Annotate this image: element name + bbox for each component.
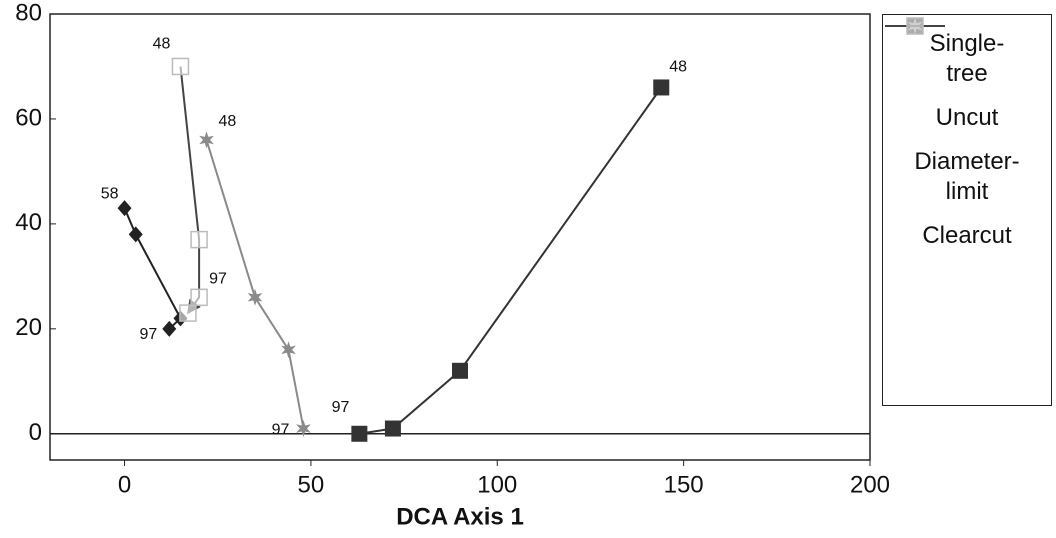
series-line <box>179 66 201 315</box>
legend: Single- tree Uncut Diameter- limit Clearcut <box>882 14 1052 406</box>
y-tick-label: 60 <box>15 104 42 131</box>
marker <box>171 57 190 76</box>
legend-label: Diameter- limit <box>914 148 1020 205</box>
series-line <box>123 207 182 330</box>
legend-label: Clearcut <box>922 222 1012 249</box>
plot-frame <box>49 13 871 461</box>
marker <box>128 226 143 243</box>
x-tick-label: 100 <box>477 471 517 498</box>
point-label: 97 <box>332 399 350 416</box>
marker <box>281 341 296 359</box>
legend-swatch <box>885 17 945 35</box>
series-line <box>205 139 305 429</box>
x-tick-label: 150 <box>664 471 704 498</box>
x-axis-title: DCA Axis 1 <box>396 503 524 530</box>
point-label: 97 <box>139 326 157 343</box>
legend-label: Single- tree <box>929 30 1005 87</box>
marker <box>247 288 263 306</box>
marker <box>906 17 924 35</box>
legend-label: Uncut <box>935 104 999 131</box>
marker <box>190 230 208 249</box>
marker <box>117 200 132 217</box>
point-label: 48 <box>669 59 687 76</box>
marker <box>162 320 177 337</box>
legend-entry: Diameter- limit <box>883 17 1051 207</box>
marker <box>296 420 311 437</box>
x-tick-label: 50 <box>298 471 325 498</box>
legend-entry: Clearcut <box>883 17 1051 251</box>
legend-entry: Uncut <box>883 18 1051 133</box>
point-label: 48 <box>153 36 171 53</box>
marker <box>653 79 670 96</box>
y-tick-label: 20 <box>15 314 42 341</box>
marker <box>190 288 208 307</box>
series-line <box>359 86 663 435</box>
x-tick-label: 200 <box>850 471 890 498</box>
marker <box>179 304 197 322</box>
marker <box>384 420 401 437</box>
marker <box>199 131 214 149</box>
y-tick-label: 40 <box>15 209 42 236</box>
point-label: 97 <box>209 271 227 288</box>
point-label: 97 <box>272 422 290 439</box>
point-label: 48 <box>219 113 237 130</box>
y-tick-label: 0 <box>29 419 42 446</box>
marker <box>351 425 368 442</box>
legend-entry: Single- tree <box>883 18 1051 89</box>
marker <box>452 362 468 379</box>
y-tick-label: 80 <box>15 0 42 26</box>
point-label: 58 <box>101 185 119 202</box>
x-tick-label: 0 <box>118 471 131 498</box>
